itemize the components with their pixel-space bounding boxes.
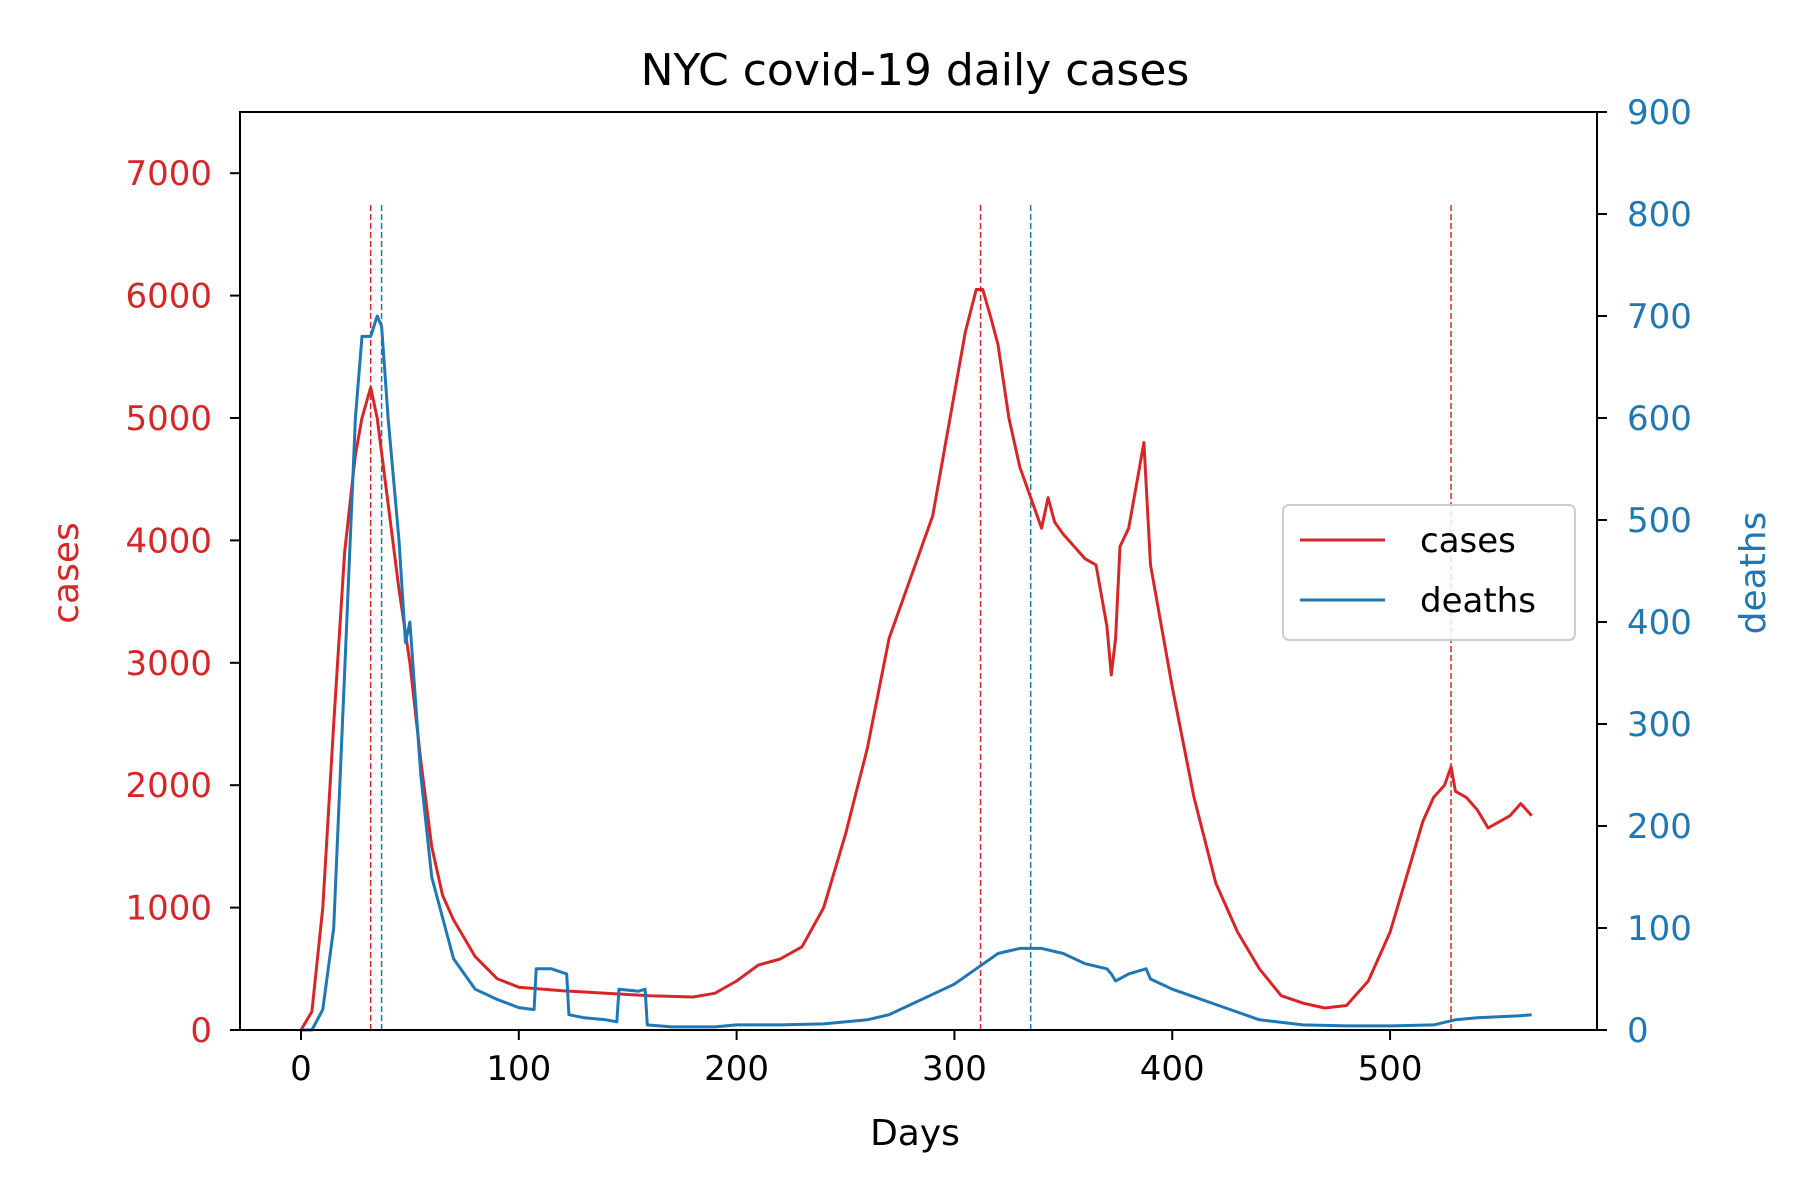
x-tick-label-500: 500 [1358,1049,1423,1089]
y-right-tick-label-800: 800 [1627,195,1692,235]
y-right-tick-label-900: 900 [1627,93,1692,133]
y-right-tick-label-100: 100 [1627,909,1692,949]
series-line-cases [299,288,1533,1031]
y-axis-right-title: deaths [1733,512,1774,635]
y-left-tick-label-5000: 5000 [125,399,212,439]
x-tick-label-400: 400 [1140,1049,1205,1089]
y-right-tick-label-700: 700 [1627,297,1692,337]
y-left-tick-label-6000: 6000 [125,277,212,317]
plot-area [299,205,1533,1032]
y-right-tick-label-300: 300 [1627,705,1692,745]
plot-frame [239,111,1598,1031]
series-line-deaths [301,314,1532,1032]
y-left-tick-label-4000: 4000 [125,521,212,561]
y-right-tick-label-200: 200 [1627,807,1692,847]
y-left-tick-label-0: 0 [190,1011,212,1051]
y-axis-left-title: cases [46,522,87,624]
y-left-tick-label-7000: 7000 [125,154,212,194]
y-left-tick-label-3000: 3000 [125,644,212,684]
legend: cases deaths [1282,504,1576,641]
legend-cases-label: cases [1420,521,1516,561]
y-right-tick-label-500: 500 [1627,501,1692,541]
x-tick-label-300: 300 [922,1049,987,1089]
x-tick-label-200: 200 [704,1049,769,1089]
x-axis-title: Days [870,1113,960,1154]
chart-title: NYC covid-19 daily cases [641,45,1190,96]
y-left-tick-label-1000: 1000 [125,889,212,929]
y-left-tick-label-2000: 2000 [125,766,212,806]
x-tick-label-0: 0 [290,1049,312,1089]
y-right-tick-label-600: 600 [1627,399,1692,439]
x-tick-label-100: 100 [486,1049,551,1089]
y-right-tick-label-0: 0 [1627,1011,1649,1051]
axes: 0 100 200 300 400 500010002000300040005000600… [125,93,1691,1089]
y-right-tick-label-400: 400 [1627,603,1692,643]
legend-deaths-label: deaths [1420,581,1536,621]
